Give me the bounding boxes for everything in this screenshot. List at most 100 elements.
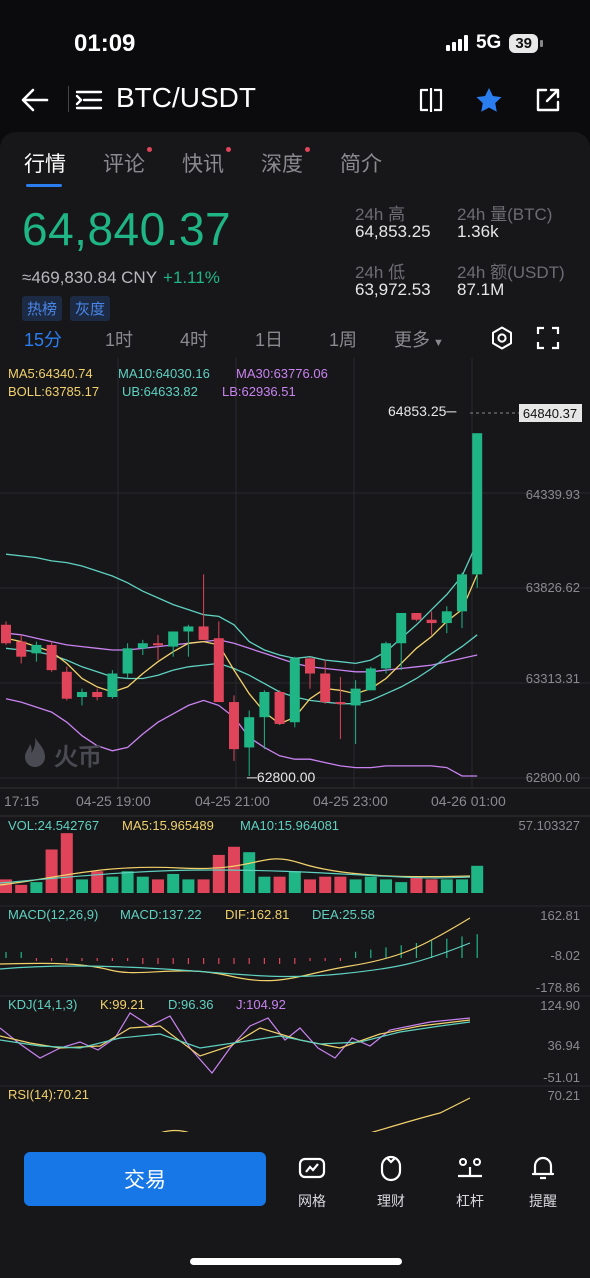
candle-body (244, 717, 255, 748)
share-icon[interactable] (534, 86, 564, 114)
macd-dif-line (0, 917, 471, 982)
candle-body (441, 611, 452, 624)
candle-body (198, 626, 209, 640)
cny-price-row: ≈469,830.84 CNY +1.11% (22, 268, 220, 288)
candle-body (168, 631, 179, 647)
candle-body (61, 671, 72, 699)
back-arrow-icon[interactable] (20, 86, 50, 114)
volume-bar (121, 871, 134, 893)
tab-news[interactable]: 快讯 (182, 147, 231, 178)
volume-bar (440, 879, 453, 893)
sub-indicators (0, 917, 478, 1134)
alert-button[interactable]: 提醒 (513, 1154, 573, 1214)
change-percent: +1.11% (163, 268, 220, 287)
volume-bar (410, 876, 423, 893)
kdj-d-line (0, 1021, 471, 1049)
candle-body (411, 613, 422, 620)
macd-dea: DEA:25.58 (312, 907, 375, 922)
ma30-line (5, 632, 478, 673)
indicator-settings-icon[interactable] (490, 326, 514, 350)
detail-tabs: 行情 评论 快讯 深度 简介 (0, 147, 590, 184)
trade-button[interactable]: 交易 (24, 1152, 266, 1206)
kline-chart[interactable]: MA5:64340.74 MA10:64030.16 MA30:63776.06 BO… (0, 358, 590, 1138)
volume-bar (0, 879, 12, 893)
tab-depth[interactable]: 深度 (261, 147, 310, 178)
volume-bar (167, 873, 180, 893)
wealth-button[interactable]: 理财 (361, 1154, 421, 1214)
pair-list-icon[interactable] (74, 88, 104, 112)
top-nav: BTC/USDT (0, 80, 590, 120)
home-indicator (190, 1258, 402, 1265)
volume-bar (319, 876, 332, 893)
cny-price: ≈469,830.84 CNY (22, 268, 158, 287)
volume-label: 24h 量(BTC) (457, 205, 553, 224)
unread-dot (305, 147, 310, 152)
signal-icon (445, 35, 468, 51)
kdj-d: D:96.36 (168, 997, 214, 1012)
volume-bar (243, 852, 256, 893)
price-axis-label: 63313.31 (526, 671, 580, 686)
unread-dot (147, 147, 152, 152)
huobi-watermark: 火币 (22, 736, 102, 772)
macd-label: MACD(12,26,9) (8, 907, 98, 922)
candle-body (305, 658, 315, 674)
volume-bar (364, 876, 377, 893)
volume-bar (288, 871, 301, 893)
macd-dea-line (0, 942, 471, 978)
network-status: 5G 39 (445, 32, 543, 54)
timeframe-15m[interactable]: 15分 (24, 330, 63, 350)
volume-bar (15, 884, 28, 893)
volume-axis-label: 57.103327 (519, 818, 580, 833)
candle-body (457, 574, 467, 612)
tab-comments[interactable]: 评论 (103, 147, 152, 178)
candle-body (16, 641, 27, 657)
timeframe-1d[interactable]: 1日 (255, 330, 284, 350)
flame-logo-icon (25, 737, 45, 767)
timeframe-1w[interactable]: 1周 (329, 330, 358, 350)
tab-market[interactable]: 行情 (24, 153, 66, 176)
volume-value: 1.36k (457, 222, 499, 241)
kdj-axis-label: -51.01 (543, 1070, 580, 1085)
compare-icon[interactable] (416, 86, 446, 114)
rsi-label: RSI(14):70.21 (8, 1087, 89, 1102)
timeframe-more[interactable]: 更多 ▼ (394, 330, 444, 350)
candle-body (1, 624, 11, 644)
low-marker: ─62800.00 (246, 769, 316, 785)
volume-bar (197, 879, 210, 893)
leverage-icon (458, 1158, 482, 1178)
volume-bars (0, 833, 484, 893)
tag-hot[interactable]: 热榜 (22, 296, 63, 321)
amount-label: 24h 额(USDT) (457, 263, 565, 282)
tag-grayscale[interactable]: 灰度 (70, 296, 111, 321)
kdj-label: KDJ(14,1,3) (8, 997, 77, 1012)
time-axis-label: 04-25 19:00 (76, 793, 151, 809)
boll-label: BOLL:63785.17 (8, 384, 99, 399)
status-bar: 01:09 5G 39 (0, 0, 590, 80)
bell-icon (531, 1156, 555, 1180)
favorite-star-icon[interactable] (474, 86, 504, 114)
pair-title[interactable]: BTC/USDT (116, 82, 256, 113)
low-value: 63,972.53 (355, 280, 431, 299)
bottom-action-bar: 交易 网格 理财 杠杆 提醒 (0, 1132, 590, 1278)
grid-bot-button[interactable]: 网格 (282, 1154, 342, 1214)
time-axis-label: 04-25 23:00 (313, 793, 388, 809)
candle-body (289, 658, 300, 723)
timeframe-1h[interactable]: 1时 (105, 330, 134, 350)
volume-bar (304, 879, 316, 893)
candle-body (92, 691, 103, 698)
ma10-line (5, 634, 478, 705)
volume-ma10-line (0, 869, 471, 884)
rsi-axis-label: 70.21 (547, 1088, 580, 1103)
tab-intro[interactable]: 简介 (340, 153, 382, 176)
leverage-button[interactable]: 杠杆 (440, 1154, 500, 1214)
timeframe-4h[interactable]: 4时 (180, 330, 209, 350)
macd-axis-label: -8.02 (550, 948, 580, 963)
fullscreen-icon[interactable] (536, 326, 560, 350)
volume-bar (395, 882, 408, 893)
candle-body (77, 691, 87, 698)
last-price-tag: 64840.37 (523, 406, 577, 421)
candle-body (183, 626, 194, 632)
time-axis-label: 04-26 01:00 (431, 793, 506, 809)
ma30-label: MA30:63776.06 (236, 366, 328, 381)
volume-label: VOL:24.542767 (8, 818, 99, 833)
